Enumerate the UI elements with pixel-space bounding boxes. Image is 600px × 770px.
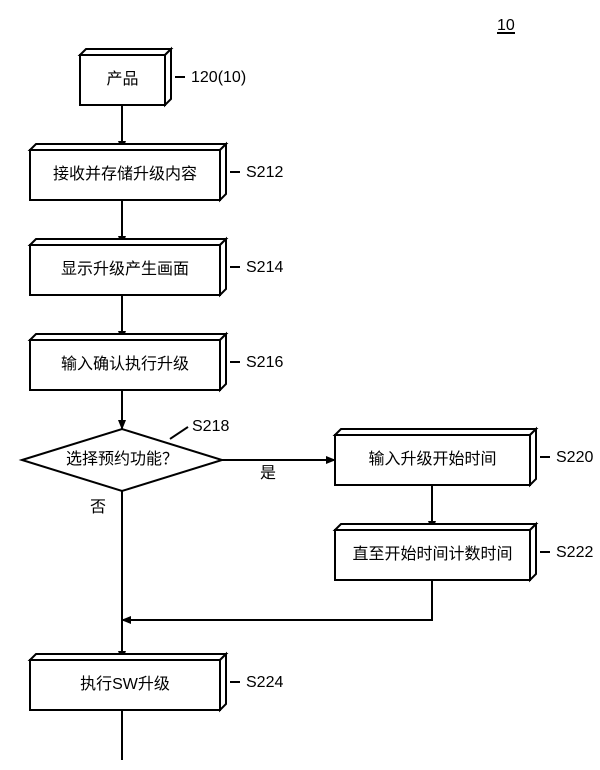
- node-s214: 显示升级产生画面: [30, 239, 226, 295]
- node-label-s224: S224: [246, 674, 283, 691]
- edge-label-s218-s224_no: 否: [90, 499, 106, 516]
- node-product: 产品: [80, 49, 171, 105]
- figure-number: 10: [497, 17, 515, 34]
- node-label-s220: S220: [556, 449, 593, 466]
- node-text-s220: 输入升级开始时间: [368, 450, 496, 468]
- node-s212: 接收并存储升级内容: [30, 144, 226, 200]
- node-text-s216: 输入确认执行升级: [61, 355, 189, 373]
- node-label-s216: S216: [246, 354, 283, 371]
- node-label-s218: S218: [192, 418, 229, 435]
- edge-label-s218-s220: 是: [260, 465, 276, 482]
- node-text-s212: 接收并存储升级内容: [53, 165, 197, 183]
- node-label-product: 120(10): [191, 69, 246, 86]
- node-s218: 选择预约功能？: [22, 429, 222, 491]
- node-label-s212: S212: [246, 164, 283, 181]
- node-s220: 输入升级开始时间: [335, 429, 536, 485]
- node-text-s224: 执行SW升级: [80, 675, 170, 693]
- node-s222: 直至开始时间计数时间: [335, 524, 536, 580]
- edge-s222-merge: [122, 580, 432, 620]
- node-s216: 输入确认执行升级: [30, 334, 226, 390]
- node-s224: 执行SW升级: [30, 654, 226, 710]
- node-text-product: 产品: [106, 70, 138, 88]
- node-text-s218: 选择预约功能？: [66, 450, 178, 468]
- flowchart-diagram: 产品接收并存储升级内容显示升级产生画面输入确认执行升级选择预约功能？ 输入升级开始…: [0, 0, 600, 770]
- node-label-s214: S214: [246, 259, 283, 276]
- node-label-s222: S222: [556, 544, 593, 561]
- node-text-s222: 直至开始时间计数时间: [352, 545, 512, 563]
- node-text-s214: 显示升级产生画面: [61, 260, 189, 278]
